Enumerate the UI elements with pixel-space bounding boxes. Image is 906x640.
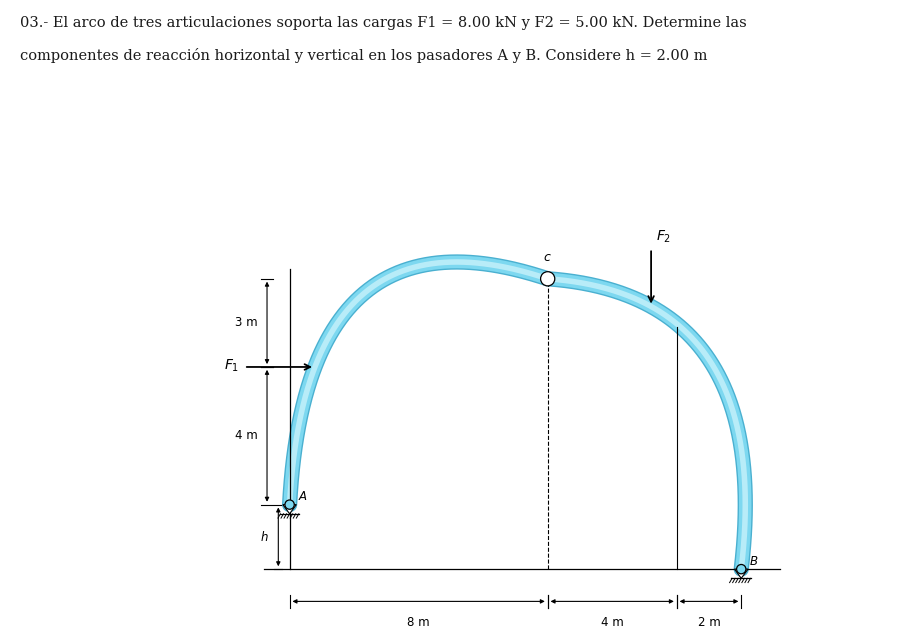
Text: componentes de reacción horizontal y vertical en los pasadores A y B. Considere : componentes de reacción horizontal y ver… — [20, 48, 708, 63]
Text: $c$: $c$ — [544, 252, 552, 264]
Text: $A$: $A$ — [298, 490, 307, 503]
Circle shape — [541, 272, 554, 286]
Text: 2 m: 2 m — [698, 616, 720, 629]
Text: $F_1$: $F_1$ — [224, 357, 239, 374]
Circle shape — [737, 564, 746, 574]
Text: $B$: $B$ — [749, 554, 758, 568]
Text: 03.- El arco de tres articulaciones soporta las cargas F1 = 8.00 kN y F2 = 5.00 : 03.- El arco de tres articulaciones sopo… — [20, 16, 747, 30]
Text: $h$: $h$ — [260, 530, 269, 544]
Text: 8 m: 8 m — [408, 616, 430, 629]
Text: 3 m: 3 m — [235, 316, 257, 330]
Text: $F_2$: $F_2$ — [656, 228, 671, 245]
Circle shape — [285, 500, 294, 509]
Polygon shape — [283, 504, 296, 514]
Text: 4 m: 4 m — [601, 616, 623, 629]
Text: 4 m: 4 m — [235, 429, 257, 442]
Polygon shape — [735, 569, 748, 579]
